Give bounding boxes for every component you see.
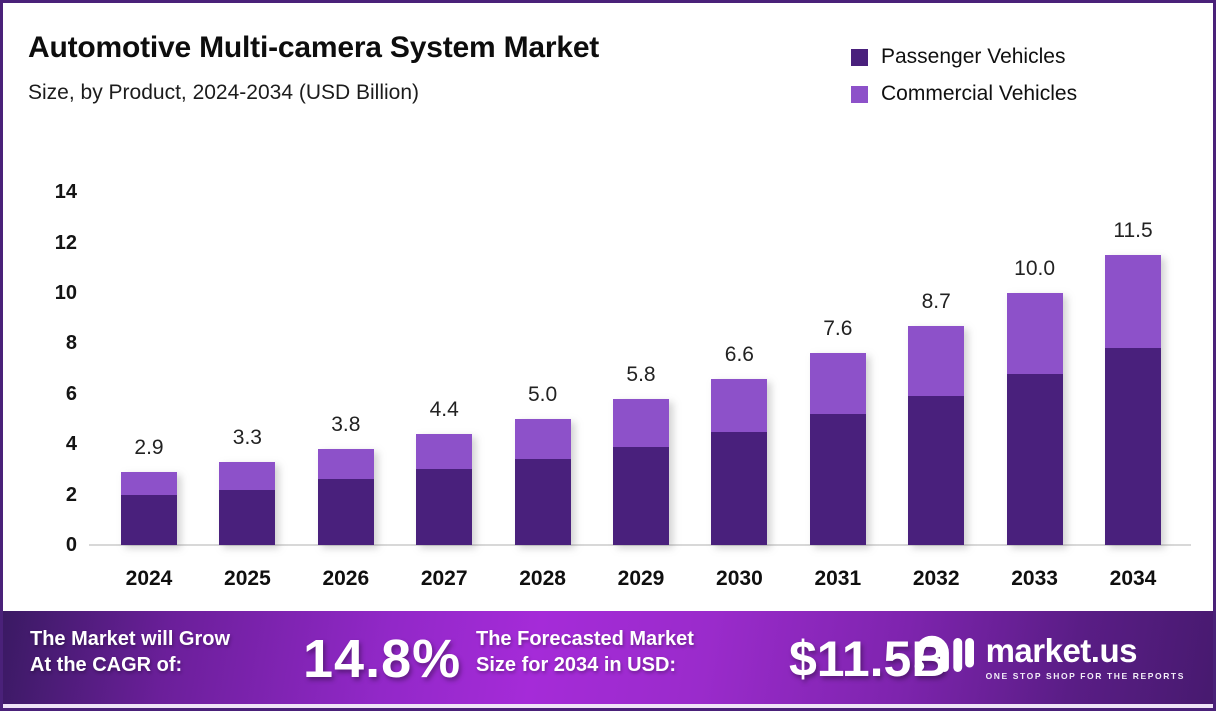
x-axis-label-2027: 2027: [420, 567, 468, 590]
bar-segment-commercial-2032: [908, 325, 965, 397]
bar-total-label-2032: 8.7: [921, 289, 951, 313]
bar-2034: [1105, 255, 1161, 545]
bar-segment-commercial-2028: [514, 419, 571, 460]
bar-total-label-2033: 10.0: [1014, 257, 1056, 280]
bar-segment-commercial-2025: [219, 461, 276, 490]
x-axis-label-2025: 2025: [224, 567, 271, 590]
bar-2027: [416, 434, 473, 545]
plot-area: 0 2 4 6 8 10 12 14 2.9 2024 3.3 2025 3.8 2026 4.4 2027 5…: [3, 3, 1213, 708]
cagr-value: 14.8%: [303, 629, 462, 689]
bar-segment-passenger-2031: [809, 413, 866, 545]
bar-total-label-2028: 5.0: [527, 383, 558, 406]
marketus-logo-icon: [912, 627, 974, 688]
bar-2026: [317, 449, 374, 545]
chart-title: Automotive Multi-camera System Market: [28, 31, 600, 64]
bar-2028: [514, 419, 571, 545]
legend-label-commercial: Commercial Vehicles: [881, 82, 1078, 105]
bar-segment-passenger-2030: [711, 431, 768, 545]
bar-2024: [121, 471, 177, 545]
y-axis-tick-2: 2: [65, 483, 77, 506]
bar-total-label-2025: 3.3: [232, 425, 262, 449]
cagr-label-line1: The Market will Grow: [30, 628, 231, 650]
bar-segment-passenger-2025: [219, 489, 276, 545]
marketus-logo-text-column: market.us ONE STOP SHOP FOR THE REPORTS: [985, 632, 1185, 682]
x-axis-label-2034: 2034: [1109, 567, 1157, 590]
y-axis-tick-12: 12: [54, 231, 77, 254]
x-axis-label-2033: 2033: [1011, 567, 1058, 590]
bar-segment-passenger-2029: [613, 446, 669, 545]
bar-segment-commercial-2033: [1006, 293, 1063, 374]
x-axis-baseline: [89, 544, 1191, 546]
footer-banner: The Market will Grow At the CAGR of: 14.…: [3, 611, 1213, 708]
forecast-label-line2: Size for 2034 in USD:: [476, 654, 677, 676]
chart-header: Automotive Multi-camera System Market Si…: [28, 31, 599, 105]
bar-segment-commercial-2029: [613, 398, 669, 447]
legend-item-commercial: Commercial Vehicles: [851, 82, 1077, 106]
bar-segment-commercial-2031: [809, 353, 866, 414]
x-axis-label-2030: 2030: [716, 567, 763, 590]
bar-segment-commercial-2030: [711, 378, 768, 432]
cagr-label: The Market will Grow At the CAGR of:: [30, 626, 230, 678]
bar-segment-commercial-2027: [416, 434, 473, 470]
legend-swatch-passenger: [851, 48, 868, 66]
bar-total-label-2031: 7.6: [823, 317, 853, 341]
bar-total-label-2027: 4.4: [429, 398, 459, 422]
bar-2033: [1006, 293, 1063, 545]
bar-total-label-2029: 5.8: [626, 362, 656, 386]
bar-2032: [908, 325, 965, 545]
bar-total-label-2024: 2.9: [134, 435, 164, 459]
marketus-logo-tagline: ONE STOP SHOP FOR THE REPORTS: [985, 671, 1185, 681]
chart-subtitle: Size, by Product, 2024-2034 (USD Billion…: [28, 81, 420, 104]
y-axis-tick-14: 14: [54, 181, 77, 204]
y-axis-tick-10: 10: [54, 282, 77, 304]
bar-segment-commercial-2026: [317, 449, 374, 480]
forecast-label-line1: The Forecasted Market: [476, 628, 694, 650]
marketus-logo: market.us ONE STOP SHOP FOR THE REPORTS: [912, 627, 1185, 688]
y-axis-tick-0: 0: [65, 534, 77, 556]
legend: Passenger Vehicles Commercial Vehicles: [851, 45, 1077, 106]
bar-total-label-2026: 3.8: [331, 413, 361, 437]
bar-segment-commercial-2024: [121, 471, 177, 495]
x-axis-label-2031: 2031: [814, 567, 862, 590]
cagr-label-line2: At the CAGR of:: [30, 654, 183, 676]
x-axis-label-2029: 2029: [617, 567, 665, 590]
y-axis-tick-6: 6: [65, 382, 77, 405]
bar-segment-passenger-2027: [416, 469, 473, 545]
marketus-logo-text: market.us: [985, 632, 1138, 669]
bar-2025: [219, 461, 276, 545]
bar-segment-passenger-2024: [121, 494, 177, 545]
bar-segment-passenger-2034: [1105, 348, 1161, 545]
bar-segment-passenger-2028: [514, 459, 571, 545]
forecast-label: The Forecasted Market Size for 2034 in U…: [476, 626, 694, 678]
bottom-accent-strip: [3, 704, 1213, 708]
bar-2031: [809, 353, 866, 545]
x-axis-label-2032: 2032: [912, 567, 960, 590]
bar-segment-commercial-2034: [1105, 255, 1161, 349]
bar-total-label-2034: 11.5: [1113, 219, 1153, 243]
bar-2029: [613, 398, 669, 545]
bar-total-label-2030: 6.6: [724, 342, 754, 366]
y-axis-tick-4: 4: [65, 433, 77, 456]
legend-swatch-commercial: [851, 85, 868, 103]
x-axis-label-2024: 2024: [125, 567, 173, 590]
x-axis-label-2028: 2028: [519, 567, 566, 590]
legend-label-passenger: Passenger Vehicles: [881, 45, 1066, 68]
bar-segment-passenger-2032: [908, 396, 965, 545]
legend-item-passenger: Passenger Vehicles: [851, 45, 1077, 69]
bar-2030: [711, 378, 768, 545]
y-axis-tick-8: 8: [65, 332, 77, 355]
bar-segment-passenger-2033: [1006, 373, 1063, 545]
bar-segment-passenger-2026: [317, 479, 374, 545]
x-axis-label-2026: 2026: [322, 567, 370, 590]
